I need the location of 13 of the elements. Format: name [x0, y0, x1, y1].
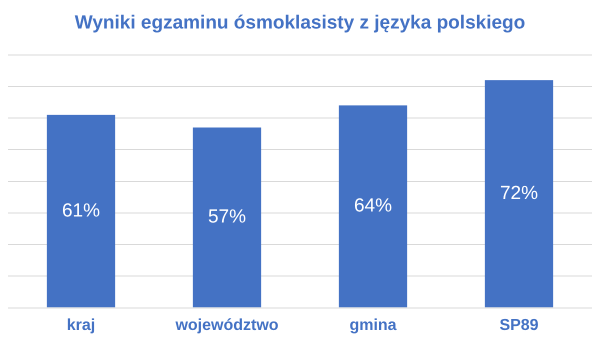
data-label: 57% — [208, 206, 246, 228]
bar — [484, 80, 554, 308]
data-label: 72% — [500, 182, 538, 204]
x-tick-label: województwo — [174, 316, 279, 334]
bar — [46, 114, 116, 308]
x-tick-label: gmina — [349, 316, 397, 334]
chart-title: Wyniki egzaminu ósmoklasisty z języka polskiego — [74, 12, 526, 34]
x-tick-label: SP89 — [499, 316, 539, 334]
bar — [192, 128, 262, 308]
data-label: 64% — [354, 196, 392, 217]
data-label: 61% — [62, 200, 100, 222]
bar — [338, 105, 408, 308]
x-tick-label: kraj — [66, 316, 96, 334]
